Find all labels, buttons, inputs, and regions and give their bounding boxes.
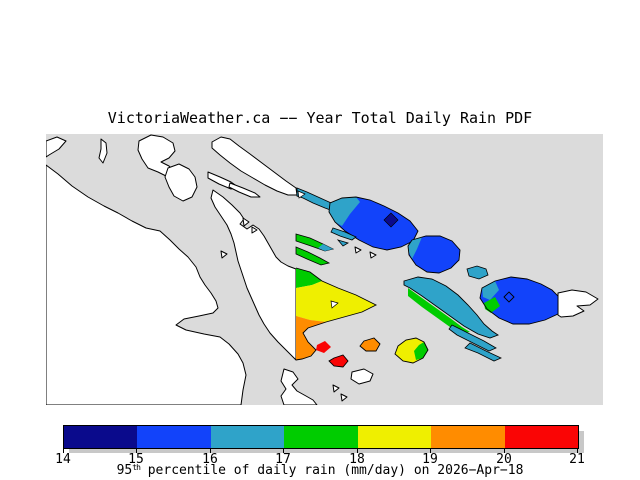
east-island-white-part: [557, 289, 599, 318]
coastal-sliver-islet: [98, 138, 108, 164]
thin-sliver-island-2: [228, 182, 261, 198]
station-diamond-filled: [383, 212, 399, 228]
tiny-islet-f: [332, 384, 340, 393]
central-island-white-part: [210, 189, 297, 361]
station-diamond-open: [503, 291, 515, 303]
middle-blue-island: [407, 235, 461, 274]
colorbar: [63, 425, 579, 449]
colorbar-segment-17-18: [284, 426, 358, 448]
teal-sliver-1: [330, 227, 357, 241]
green-slivers: [295, 233, 335, 266]
colorbar-ticks: 14 15 16 17 18 19 20 21: [55, 448, 585, 478]
tick-mark-20: [504, 448, 505, 453]
caption-superscript: th: [132, 463, 141, 472]
colorbar-segment-20-21: [504, 426, 578, 448]
south-island-large: [280, 368, 318, 406]
tiny-islet-d: [354, 246, 362, 254]
small-teal-blob: [466, 265, 489, 280]
long-teal-island-teal: [404, 277, 498, 338]
colorbar-caption: 95th percentile of daily rain (mm/day) o…: [0, 463, 640, 478]
peninsula-lake-hole: [330, 300, 339, 309]
teal-sliver-2: [336, 239, 349, 247]
east-blue-island-green: [484, 297, 500, 313]
northwest-point-islet: [45, 136, 67, 158]
upper-blue-island: [328, 196, 419, 251]
tick-label-20: 20: [496, 452, 512, 467]
tick-label-14: 14: [55, 452, 71, 467]
tick-mark-15: [136, 448, 137, 453]
north-island-lower: [164, 163, 198, 202]
peninsula-green-band: [296, 268, 322, 288]
tiny-islet-g: [340, 393, 348, 402]
caption-text: percentile of daily rain (mm/day) on 202…: [139, 463, 524, 478]
middle-blue-island-blue: [408, 236, 460, 273]
tick-label-18: 18: [349, 452, 365, 467]
east-blue-island-outline: [479, 276, 559, 325]
green-sliver-1-teal-tip: [318, 244, 333, 251]
yellow-islet-outline: [394, 337, 429, 364]
yellow-islet-group: [394, 337, 429, 364]
tick-mark-21: [577, 448, 578, 453]
long-teal-island-outline: [403, 276, 499, 339]
caption-number: 95: [116, 463, 133, 478]
peninsula-data-region: [295, 267, 378, 361]
colorbar-segment-15-16: [137, 426, 211, 448]
tiny-islet-c: [220, 250, 228, 259]
tick-mark-16: [210, 448, 211, 453]
north-island-upper: [137, 134, 176, 178]
tick-mark-17: [283, 448, 284, 453]
tick-mark-19: [430, 448, 431, 453]
lower-teal-sliver-2: [464, 342, 502, 362]
rain-map: [45, 134, 603, 406]
tiny-islet-a: [242, 217, 250, 227]
east-blue-island-blue: [480, 277, 558, 324]
red-islet: [328, 354, 349, 368]
tiny-islet-e: [369, 251, 377, 259]
colorbar-segment-19-20: [431, 426, 505, 448]
peninsula-red-spot: [316, 341, 331, 353]
east-blue-island: [479, 276, 559, 325]
peninsula-coast-outline: [295, 267, 378, 361]
orange-islet: [359, 337, 381, 352]
page-title: VictoriaWeather.ca −− Year Total Daily R…: [107, 109, 533, 127]
colorbar-segment-14-15: [64, 426, 138, 448]
tick-label-17: 17: [275, 452, 291, 467]
middle-blue-island-teal: [408, 237, 422, 259]
long-teal-island-green: [408, 288, 470, 333]
colorbar-segment-18-19: [357, 426, 432, 448]
tick-label-16: 16: [202, 452, 218, 467]
nw-teal-strip-notch: [297, 190, 306, 199]
peninsula-orange-band: [296, 316, 326, 360]
peninsula-yellow-band: [296, 281, 376, 322]
south-island-small: [350, 368, 374, 385]
tiny-islet-b: [251, 226, 258, 234]
tick-label-19: 19: [422, 452, 438, 467]
tick-mark-18: [357, 448, 358, 453]
long-teal-island: [403, 276, 499, 339]
green-sliver-2: [295, 246, 331, 266]
lower-teal-sliver-1: [448, 324, 497, 352]
upper-blue-island-teal: [329, 197, 360, 226]
tick-label-21: 21: [569, 452, 585, 467]
map-canvas: [45, 134, 603, 406]
vancouver-island-landmass: [45, 164, 247, 406]
tick-label-15: 15: [128, 452, 144, 467]
tick-mark-14: [63, 448, 64, 453]
middle-blue-island-outline: [407, 235, 461, 274]
colorbar-segment-16-17: [210, 426, 285, 448]
